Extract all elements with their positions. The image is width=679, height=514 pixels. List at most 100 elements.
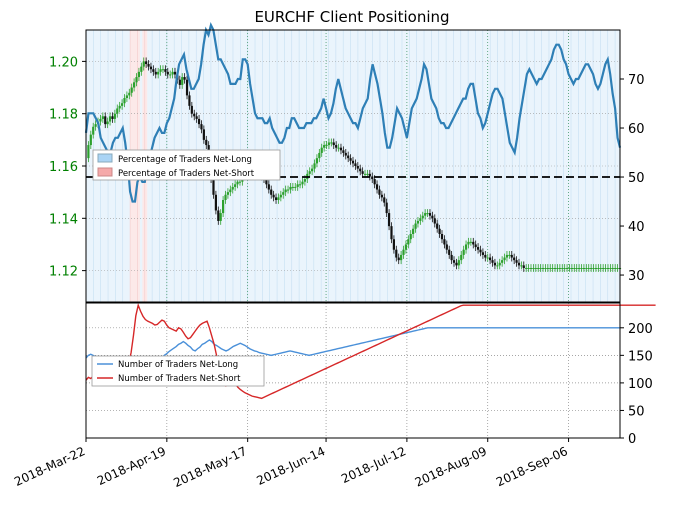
date-tick-label: 2018-Jul-12: [339, 444, 408, 486]
candle-body: [108, 116, 112, 122]
candle-body: [373, 179, 376, 185]
candle-body: [154, 71, 157, 75]
candle-body: [222, 200, 225, 214]
candle-body: [231, 186, 234, 190]
candle-body: [267, 184, 270, 190]
count-tick-label: 200: [628, 322, 653, 337]
candle-body: [318, 152, 321, 159]
candle-body: [178, 79, 181, 85]
candle-body: [395, 249, 398, 258]
candle-body: [301, 181, 304, 185]
candle-body: [467, 241, 470, 245]
candle-body: [501, 260, 504, 263]
candle-body: [541, 268, 545, 269]
candle-body: [450, 254, 453, 261]
candle-body: [359, 168, 362, 172]
percent-tick-label: 40: [628, 220, 645, 235]
candle-body: [200, 124, 203, 130]
candle-body: [378, 189, 381, 195]
candle-body: [412, 228, 415, 234]
count-tick-label: 50: [628, 404, 645, 419]
candle-body: [101, 116, 104, 119]
candle-body: [125, 95, 128, 98]
candle-body: [298, 184, 302, 186]
candle-body: [443, 239, 446, 245]
candle-body: [505, 254, 509, 258]
candle-body: [193, 113, 196, 117]
candle-body: [135, 77, 138, 83]
candle-body: [440, 234, 444, 240]
candle-body: [181, 77, 184, 85]
candle-body: [436, 223, 439, 229]
candle-body: [330, 142, 333, 144]
candle-body: [279, 194, 282, 198]
candle-body: [212, 179, 215, 195]
price-tick-label: 1.20: [49, 55, 78, 70]
net-long-swatch: [97, 153, 113, 163]
candle-body: [116, 108, 119, 114]
date-tick-label: 2018-Jun-14: [254, 444, 327, 488]
candle-body: [525, 268, 528, 269]
candle-body: [445, 244, 448, 250]
candle-body: [282, 192, 285, 195]
percent-tick-label: 60: [628, 122, 645, 137]
candle-body: [457, 260, 460, 266]
candle-body: [515, 260, 518, 263]
candle-body: [558, 268, 561, 269]
candle-body: [416, 220, 420, 224]
candle-body: [145, 61, 148, 64]
candle-body: [498, 262, 501, 266]
candle-body: [169, 74, 172, 76]
candle-body: [354, 163, 357, 166]
candle-body: [472, 241, 475, 245]
candle-body: [291, 186, 294, 188]
candle-body: [438, 228, 441, 234]
candle-body: [609, 268, 612, 269]
candle-body: [140, 66, 143, 72]
candle-body: [553, 268, 557, 269]
candle-body: [128, 92, 131, 96]
candle-body: [234, 184, 237, 187]
candle-body: [106, 121, 109, 125]
candle-body: [87, 145, 90, 159]
candle-body: [320, 147, 323, 153]
candle-body: [578, 268, 581, 269]
price-tick-label: 1.16: [49, 160, 78, 175]
candle-body: [349, 158, 352, 161]
candle-body: [573, 268, 576, 269]
candle-body: [597, 268, 600, 269]
candle-body: [89, 134, 92, 146]
candle-body: [606, 268, 610, 269]
candle-body: [272, 194, 275, 198]
candle-body: [407, 239, 410, 245]
candle-body: [335, 145, 338, 148]
candle-body: [344, 152, 347, 156]
candle-body: [568, 268, 571, 269]
chart-title: EURCHF Client Positioning: [254, 8, 449, 26]
candle-body: [142, 61, 145, 67]
candle-body: [522, 265, 525, 268]
date-tick-label: 2018-Aug-09: [413, 444, 489, 490]
candle-body: [520, 265, 523, 267]
candle-body: [161, 69, 165, 71]
count-frame: [85, 302, 621, 439]
candle-body: [431, 215, 434, 219]
candle-body: [484, 254, 487, 258]
candle-body: [313, 163, 316, 169]
candle-body: [311, 168, 314, 172]
candle-body: [159, 69, 162, 72]
candle-body: [383, 197, 386, 203]
candle-body: [602, 268, 605, 269]
candle-body: [356, 166, 359, 169]
candle-body: [270, 189, 273, 195]
candle-body: [164, 69, 167, 72]
candle-body: [532, 268, 535, 269]
candle-body: [409, 234, 412, 240]
candle-body: [133, 82, 136, 88]
candle-body: [594, 268, 598, 269]
percent-tick-label: 70: [628, 73, 645, 88]
candle-body: [611, 268, 614, 269]
candle-body: [570, 268, 573, 269]
candle-body: [513, 257, 516, 261]
